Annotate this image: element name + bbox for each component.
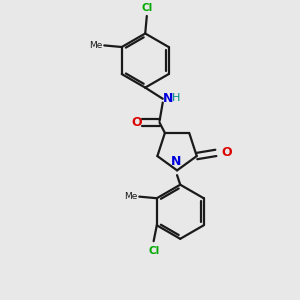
Text: Me: Me bbox=[89, 41, 102, 50]
Text: O: O bbox=[131, 116, 142, 129]
Text: N: N bbox=[164, 92, 174, 105]
Text: Cl: Cl bbox=[141, 3, 152, 13]
Text: N: N bbox=[171, 155, 181, 168]
Text: H: H bbox=[172, 93, 181, 103]
Text: O: O bbox=[222, 146, 232, 159]
Text: Cl: Cl bbox=[148, 246, 159, 256]
Text: Me: Me bbox=[124, 192, 137, 201]
